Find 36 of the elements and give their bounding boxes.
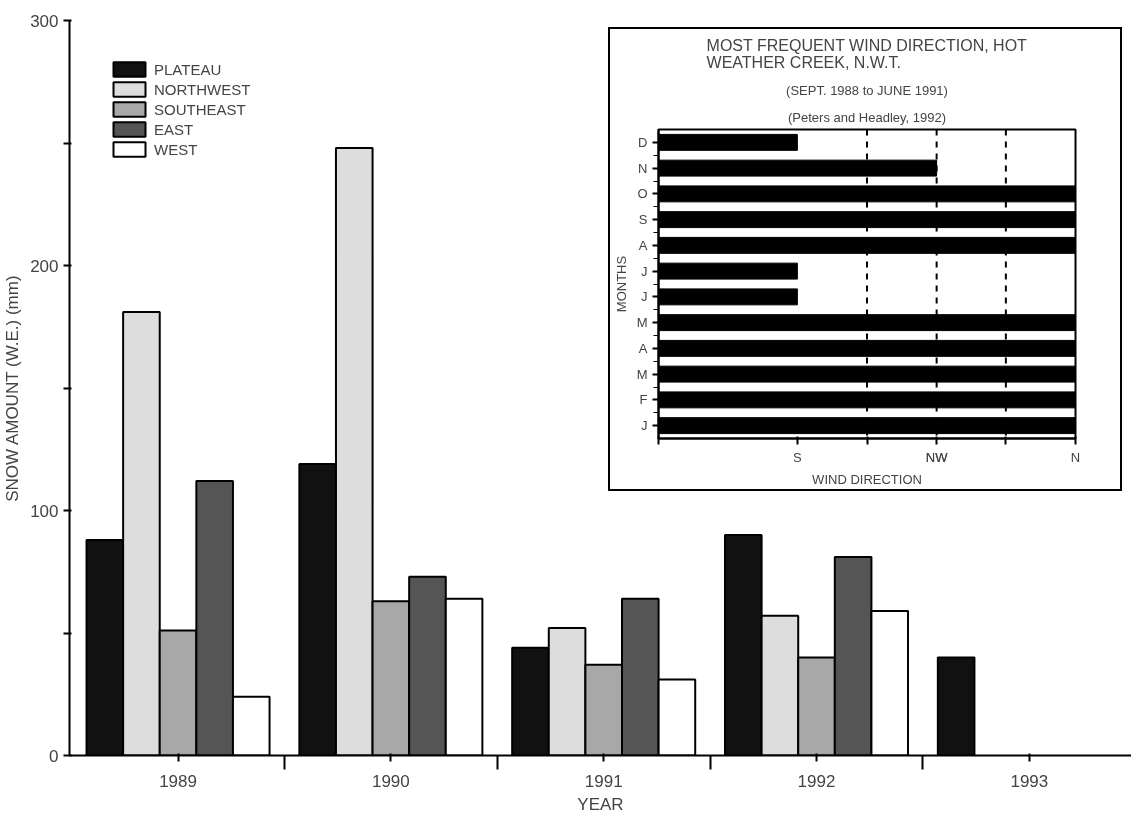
y-tick-label: N <box>638 160 648 176</box>
y-axis-title: SNOW AMOUNT (W.E.) (mm) <box>3 275 23 502</box>
chart-title: MOST FREQUENT WIND DIRECTION, HOT WEATHER CREEK, N.W.T. <box>706 36 1028 71</box>
x-axis-title: YEAR <box>577 794 624 814</box>
y-tick-label: 300 <box>30 11 59 31</box>
legend-label: PLATEAU <box>154 60 222 78</box>
y-tick-label: J <box>641 263 648 279</box>
x-tick-label: 1991 <box>584 771 623 791</box>
y-tick-label: J <box>641 289 648 305</box>
y-tick-label: A <box>638 340 648 356</box>
y-tick-label: 0 <box>49 746 59 766</box>
x-tick-label: 1990 <box>371 771 410 791</box>
y-tick-label: O <box>637 186 648 202</box>
y-tick-label: M <box>636 315 648 331</box>
annotation: (Peters and Headley, 1992) <box>787 109 947 125</box>
y-tick-label: S <box>638 212 648 228</box>
y-tick-label: 100 <box>30 501 59 521</box>
y-tick-label: D <box>638 134 648 150</box>
legend-label: EAST <box>154 120 194 138</box>
x-tick-label: 1993 <box>1010 771 1049 791</box>
y-tick-label: 200 <box>30 256 59 276</box>
legend-label: NORTHWEST <box>154 80 251 98</box>
y-tick-label: A <box>638 237 648 253</box>
legend-label: SOUTHEAST <box>154 100 246 118</box>
annotation: S <box>793 449 803 465</box>
chart-subtitle: (SEPT. 1988 to JUNE 1991) <box>786 82 948 98</box>
annotation: NW <box>925 449 949 465</box>
annotation: N <box>1070 449 1081 465</box>
y-tick-label: F <box>639 392 648 408</box>
y-axis-title: MONTHS <box>613 255 629 313</box>
legend-label: WEST <box>154 140 198 158</box>
y-tick-label: M <box>636 366 648 382</box>
x-axis-title: WIND DIRECTION <box>812 471 922 487</box>
y-tick-label: J <box>641 418 648 434</box>
x-tick-label: 1992 <box>797 771 836 791</box>
x-tick-label: 1989 <box>159 771 197 791</box>
